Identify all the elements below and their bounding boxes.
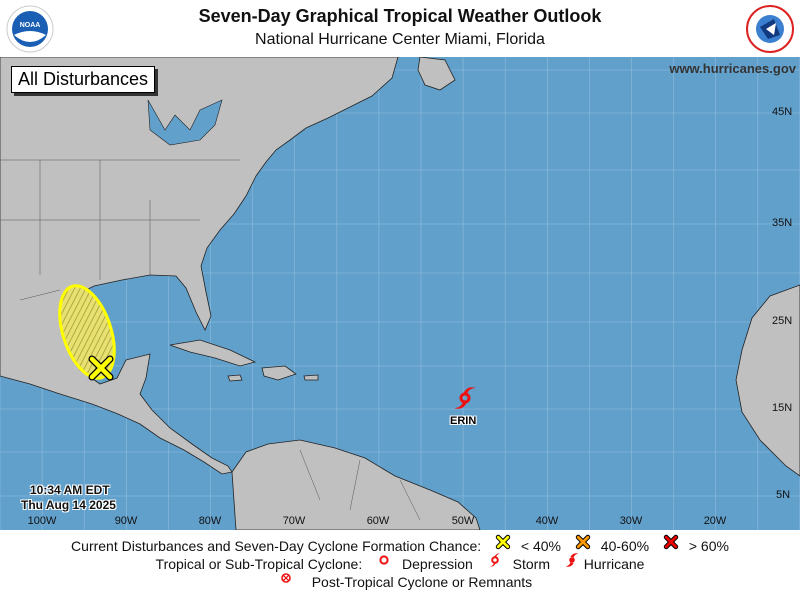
lon-label: 80W — [198, 515, 222, 527]
lon-label: 50W — [451, 515, 475, 527]
hurricane-icon — [565, 553, 579, 567]
legend-hurricane: Hurricane — [583, 556, 645, 573]
noaa-logo: NOAA — [6, 5, 54, 53]
legend-formation-row: Current Disturbances and Seven-Day Cyclo… — [0, 534, 800, 554]
legend-cyclone-title: Tropical or Sub-Tropical Cyclone: — [155, 556, 363, 573]
disturbance-area-low-chance[interactable] — [49, 279, 124, 385]
page-subtitle: National Hurricane Center Miami, Florida — [255, 31, 545, 48]
lat-label: 5N — [776, 489, 791, 501]
lat-label: 25N — [772, 315, 793, 327]
legend-low: < 40% — [520, 538, 562, 555]
storm-icon — [489, 553, 500, 567]
lat-label: 35N — [772, 217, 793, 229]
south-america — [231, 439, 481, 530]
newfoundland — [417, 57, 456, 91]
view-label: All Disturbances — [11, 66, 156, 93]
lat-label: 15N — [772, 402, 793, 414]
legend-post-tropical: Post-Tropical Cyclone or Remnants — [311, 574, 533, 591]
jamaica — [227, 374, 243, 382]
nws-logo — [746, 5, 794, 53]
website-link[interactable]: www.hurricanes.gov — [669, 61, 796, 76]
lon-label: 30W — [619, 515, 643, 527]
lon-label: 20W — [703, 515, 727, 527]
header: NOAA Seven-Day Graphical Tropical Weathe… — [0, 0, 800, 57]
lon-label: 100W — [27, 515, 57, 527]
cuba — [169, 339, 257, 367]
page-title: Seven-Day Graphical Tropical Weather Out… — [198, 6, 602, 26]
legend-high: > 60% — [688, 538, 729, 555]
timestamp-time: 10:34 AM EDT — [30, 483, 110, 497]
lon-label: 60W — [366, 515, 390, 527]
legend-formation-title: Current Disturbances and Seven-Day Cyclo… — [71, 538, 482, 555]
x-red-icon — [663, 534, 679, 550]
svg-text:NOAA: NOAA — [20, 22, 41, 29]
x-yellow-icon — [495, 534, 511, 550]
timestamp-date: Thu Aug 14 2025 — [21, 498, 116, 512]
legend-post-tropical-row: Post-Tropical Cyclone or Remnants — [0, 570, 800, 590]
post-tropical-icon — [281, 573, 291, 583]
legend-depression: Depression — [402, 556, 473, 573]
legend-medium: 40-60% — [600, 538, 650, 555]
depression-icon — [379, 555, 389, 565]
land — [0, 57, 800, 530]
lat-label: 45N — [772, 106, 793, 118]
storm-label-erin: ERIN — [450, 415, 477, 427]
disturbance-x-low-chance-icon[interactable] — [88, 355, 114, 381]
puerto-rico — [303, 374, 319, 381]
legend-storm: Storm — [512, 556, 550, 573]
great-lakes — [147, 99, 223, 146]
lon-label: 40W — [535, 515, 559, 527]
hispaniola — [261, 365, 297, 381]
lon-label: 90W — [114, 515, 138, 527]
africa — [735, 284, 800, 477]
map[interactable] — [0, 57, 800, 530]
lon-label: 70W — [282, 515, 306, 527]
x-orange-icon — [575, 534, 591, 550]
legend-cyclone-row: Tropical or Sub-Tropical Cyclone: Depres… — [0, 552, 800, 572]
hurricane-erin-icon[interactable] — [454, 387, 476, 409]
legend: Current Disturbances and Seven-Day Cyclo… — [0, 530, 800, 591]
borders — [0, 159, 421, 521]
